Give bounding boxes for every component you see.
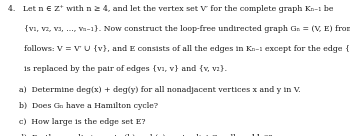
Text: c)  How large is the edge set E?: c) How large is the edge set E? [19, 118, 146, 126]
Text: d)  Do the results in parts (b) and (c) contradict Corollary 11.6?: d) Do the results in parts (b) and (c) c… [19, 134, 273, 136]
Text: follows: V = V′ ∪ {v}, and E consists of all the edges in Kₙ₋₁ except for the ed: follows: V = V′ ∪ {v}, and E consists of… [24, 45, 350, 53]
Text: is replaced by the pair of edges {v₁, v} and {v, v₂}.: is replaced by the pair of edges {v₁, v}… [24, 65, 227, 73]
Text: 4.   Let n ∈ Z⁺ with n ≥ 4, and let the vertex set V′ for the complete graph Kₙ₋: 4. Let n ∈ Z⁺ with n ≥ 4, and let the ve… [8, 5, 333, 13]
Text: a)  Determine deg(x) + deg(y) for all nonadjacent vertices x and y in V.: a) Determine deg(x) + deg(y) for all non… [19, 86, 301, 94]
Text: b)  Does Gₙ have a Hamilton cycle?: b) Does Gₙ have a Hamilton cycle? [19, 102, 158, 110]
Text: {v₁, v₂, v₃, ..., vₙ₋₁}. Now construct the loop-free undirected graph Gₙ = (V, E: {v₁, v₂, v₃, ..., vₙ₋₁}. Now construct t… [24, 25, 350, 33]
